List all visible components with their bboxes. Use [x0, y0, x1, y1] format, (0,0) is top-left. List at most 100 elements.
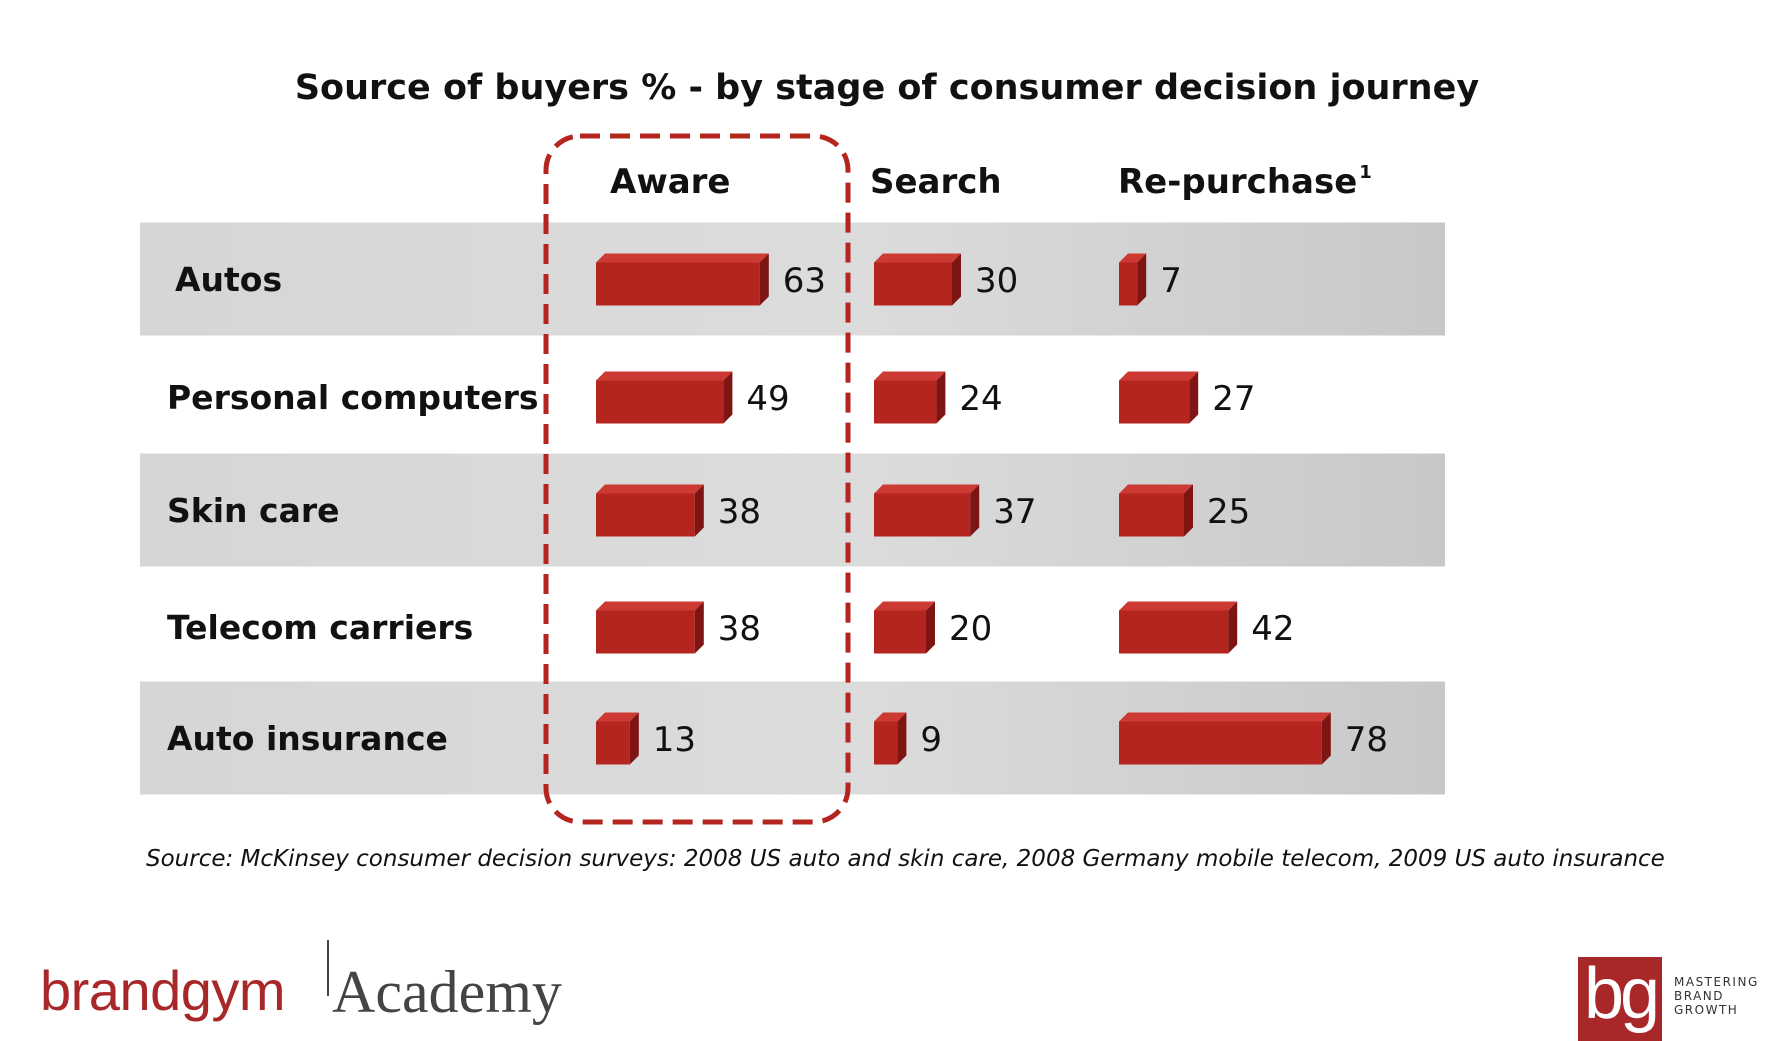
bar-group: [596, 712, 639, 765]
bar-side: [1228, 601, 1238, 654]
bar-value-label: 27: [1212, 379, 1255, 419]
bar-group: [596, 601, 704, 654]
bar-top: [874, 371, 946, 381]
bar-value-label: 49: [746, 379, 789, 419]
bar-side: [970, 484, 980, 537]
bar-group: [1119, 253, 1147, 306]
bg-logo-mark: bg: [1578, 957, 1662, 1041]
bar-top: [596, 712, 639, 722]
bar-group: [874, 601, 935, 654]
category-labels: Autos Personal computers Skin care Telecom …: [167, 260, 539, 758]
logo-suffix-text: Academy: [332, 959, 562, 1025]
bar-side: [952, 253, 961, 306]
bar-side: [1184, 484, 1193, 537]
category-label: Personal computers: [167, 378, 539, 417]
logo-brand-text: brandgym: [40, 959, 286, 1022]
bar-group: [874, 371, 946, 424]
bar-side: [897, 712, 907, 765]
tagline-line-1: MASTERING: [1674, 975, 1759, 989]
bar: [1119, 380, 1190, 424]
logo-divider: [327, 940, 329, 996]
bar: [1119, 262, 1138, 306]
source-note: Source: McKinsey consumer decision surve…: [146, 846, 1665, 872]
bar-group: [596, 253, 769, 306]
bar-group: [874, 253, 961, 306]
bar-group: [596, 371, 733, 424]
bar: [874, 262, 952, 306]
bar-top: [874, 712, 907, 722]
chart-title: Source of buyers % - by stage of consume…: [294, 68, 1480, 108]
bar: [1119, 493, 1184, 537]
bar-top: [874, 601, 935, 611]
bar-side: [1137, 253, 1147, 306]
bar-top: [596, 601, 704, 611]
bar: [596, 721, 630, 765]
bar-group: [1119, 371, 1199, 424]
bar-side: [1189, 371, 1199, 424]
bar-value-label: 63: [783, 261, 826, 301]
bar: [874, 493, 971, 537]
column-header: Re-purchase: [1118, 162, 1357, 202]
row-bands: [140, 222, 1445, 795]
bar-top: [596, 484, 704, 494]
bar-top: [874, 253, 961, 263]
bar-side: [629, 712, 639, 765]
bar: [874, 721, 898, 765]
tagline-line-2: BRAND: [1674, 989, 1725, 1003]
bar: [596, 493, 695, 537]
bar-top: [596, 253, 769, 263]
bar-top: [1119, 712, 1331, 722]
bar-value-label: 25: [1207, 492, 1250, 532]
bars: 63 49 38 38 13 30 24 37 20 9 7 27 25 42 78: [596, 253, 1388, 765]
bar-value-label: 20: [949, 609, 992, 649]
bar-value-label: 13: [653, 720, 696, 760]
bar-value-label: 37: [993, 492, 1036, 532]
bar-group: [1119, 484, 1193, 537]
bar-value-label: 9: [920, 720, 942, 760]
column-header-footnote: 1: [1359, 162, 1372, 183]
bar-top: [1119, 484, 1193, 494]
bar-value-label: 7: [1160, 261, 1182, 301]
tagline-line-3: GROWTH: [1674, 1003, 1739, 1017]
bar-top: [1119, 253, 1147, 263]
bar-value-label: 30: [975, 261, 1018, 301]
column-header: Aware: [610, 162, 731, 202]
bar-group: [596, 484, 704, 537]
bar: [596, 380, 724, 424]
bar-value-label: 24: [959, 379, 1002, 419]
bar: [874, 380, 937, 424]
bar-side: [1321, 712, 1331, 765]
bar-value-label: 38: [718, 609, 761, 649]
bar-top: [596, 371, 733, 381]
bar-group: [874, 484, 980, 537]
row-band: [140, 453, 1445, 567]
bar-side: [926, 601, 935, 654]
bar: [1119, 610, 1229, 654]
bar: [1119, 721, 1322, 765]
bar-top: [1119, 371, 1199, 381]
bar-top: [874, 484, 980, 494]
column-headers: Aware Search Re-purchase 1: [610, 162, 1372, 202]
bar-group: [1119, 601, 1238, 654]
category-label: Telecom carriers: [167, 608, 473, 647]
bar-group: [874, 712, 907, 765]
bar-side: [723, 371, 733, 424]
bar: [596, 610, 695, 654]
bar-value-label: 42: [1251, 609, 1294, 649]
bar: [596, 262, 760, 306]
bg-logo-tagline: MASTERING BRAND GROWTH: [1674, 975, 1759, 1017]
bar-top: [1119, 601, 1238, 611]
bar-value-label: 78: [1345, 720, 1388, 760]
bar-side: [759, 253, 769, 306]
category-label: Skin care: [167, 491, 340, 530]
bar-side: [936, 371, 946, 424]
bar-side: [694, 601, 704, 654]
bar-group: [1119, 712, 1331, 765]
bar: [874, 610, 926, 654]
bar-value-label: 38: [718, 492, 761, 532]
category-label: Auto insurance: [167, 719, 448, 758]
bar-side: [694, 484, 704, 537]
row-band: [140, 222, 1445, 336]
column-header: Search: [870, 162, 1002, 202]
category-label: Autos: [175, 260, 282, 299]
